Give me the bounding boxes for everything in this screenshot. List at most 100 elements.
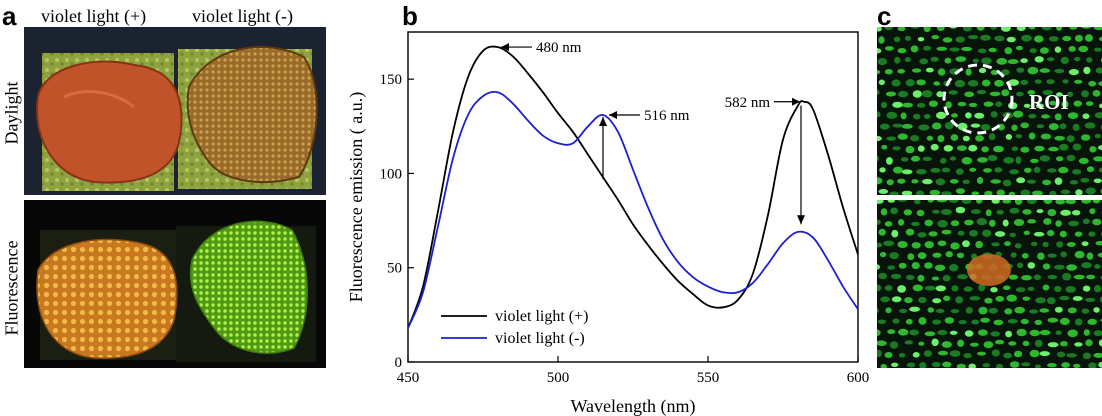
cell-spot: [1083, 66, 1091, 75]
cell-spot: [1082, 285, 1091, 292]
cell-spot: [1072, 123, 1080, 131]
legend-label-violet-plus: violet light (+): [495, 308, 588, 325]
cell-spot: [1014, 200, 1023, 205]
cell-spot: [884, 285, 893, 291]
crust-plus: [36, 60, 183, 184]
cell-spot: [911, 242, 921, 249]
cell-spot: [1085, 101, 1094, 106]
cell-spot: [1072, 143, 1082, 151]
y-tick-label-0: 0: [395, 355, 403, 371]
cell-spot: [917, 145, 925, 152]
cell-spot: [965, 112, 972, 119]
cell-spot: [962, 240, 970, 248]
cell-spot: [1098, 81, 1102, 86]
cell-spot: [905, 318, 913, 325]
cell-spot: [957, 145, 967, 151]
cell-spot: [1042, 241, 1049, 248]
cell-spot: [994, 35, 1005, 42]
cell-spot: [901, 169, 913, 175]
cell-spot: [958, 320, 967, 325]
cell-spot: [938, 350, 948, 356]
cell-spot: [1033, 231, 1045, 237]
cell-spot: [877, 135, 882, 142]
cell-spot: [1034, 364, 1041, 368]
cell-spot: [884, 352, 893, 358]
cell-spot: [1039, 329, 1051, 336]
cell-spot: [1006, 294, 1017, 302]
cell-spot: [994, 79, 1004, 87]
cell-spot: [950, 309, 960, 314]
cell-spot: [877, 48, 882, 54]
cell-spot: [1085, 297, 1096, 302]
cell-spot: [877, 242, 883, 248]
cell-spot: [937, 135, 945, 143]
cell-spot: [1080, 177, 1090, 183]
cell-spot: [1060, 251, 1067, 258]
cell-spot: [894, 56, 901, 64]
cell-spot: [983, 101, 994, 107]
cell-spot: [1048, 123, 1059, 131]
cell-spot: [924, 285, 936, 291]
microscopy-top: ROI: [877, 27, 1102, 195]
cell-spot: [1086, 57, 1093, 63]
cell-spot: [956, 252, 965, 259]
cell-spot: [961, 46, 973, 52]
cell-spot: [1094, 47, 1102, 52]
cell-spot: [1034, 35, 1044, 43]
cell-spot: [930, 143, 939, 151]
cell-spot: [922, 156, 932, 161]
cell-spot: [898, 90, 909, 98]
cell-spot: [1036, 124, 1045, 129]
cell-spot: [1002, 219, 1009, 227]
cell-spot: [1029, 48, 1037, 54]
cell-spot: [892, 146, 901, 151]
cell-spot: [1028, 113, 1037, 119]
cell-spot: [1016, 91, 1024, 97]
cell-spot: [884, 46, 894, 51]
cell-spot: [1042, 263, 1051, 270]
cell-spot: [928, 231, 938, 237]
cell-spot: [1027, 66, 1039, 75]
cell-spot: [985, 209, 992, 217]
cell-spot: [961, 200, 972, 204]
cell-spot: [1098, 339, 1102, 347]
cell-spot: [916, 209, 925, 217]
cell-spot: [907, 253, 915, 261]
annotation-arrowhead-0: [501, 43, 509, 52]
cell-spot: [1056, 27, 1063, 31]
cell-spot: [924, 241, 934, 249]
cell-spot: [884, 221, 893, 227]
cell-spot: [978, 306, 988, 315]
cell-spot: [1054, 68, 1065, 74]
cell-spot: [910, 135, 920, 142]
cell-spot: [1099, 296, 1102, 303]
cell-spot: [964, 91, 975, 98]
cell-spot: [1020, 122, 1029, 129]
cell-spot: [944, 317, 955, 324]
cell-spot: [1041, 27, 1052, 31]
cell-spot: [1009, 169, 1019, 175]
annotation-arrowhead-1: [609, 110, 617, 119]
cell-spot: [1047, 363, 1057, 368]
x-tick-label-500: 500: [547, 370, 570, 386]
cell-spot: [1014, 350, 1023, 358]
cell-spot: [964, 330, 974, 337]
cell-spot: [1008, 274, 1018, 280]
cell-spot: [887, 200, 895, 203]
cell-spot: [1062, 79, 1069, 84]
cell-spot: [1047, 57, 1055, 62]
cell-spot: [1034, 56, 1044, 63]
cell-spot: [941, 341, 952, 348]
cell-spot: [995, 339, 1005, 345]
cell-spot: [877, 89, 880, 96]
cell-spot: [930, 56, 939, 62]
cell-spot: [943, 145, 953, 152]
cell-spot: [957, 274, 968, 280]
cell-spot: [1047, 297, 1056, 305]
change-arrow-head-1: [797, 215, 805, 225]
cell-spot: [983, 168, 992, 173]
cell-spot: [1016, 328, 1027, 337]
cell-spot: [956, 363, 966, 368]
cell-spot: [877, 69, 881, 75]
cell-spot: [1061, 100, 1069, 109]
